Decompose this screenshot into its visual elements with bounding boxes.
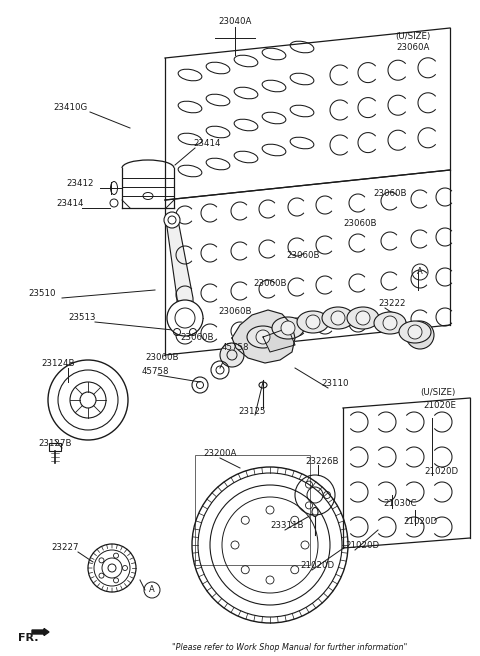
Ellipse shape: [399, 321, 431, 343]
Circle shape: [164, 212, 180, 228]
Text: 45758: 45758: [141, 367, 169, 375]
Text: 23060B: 23060B: [343, 220, 377, 228]
Text: 23060B: 23060B: [286, 251, 320, 260]
Circle shape: [167, 300, 203, 336]
Text: 21020D: 21020D: [403, 516, 437, 525]
Text: (U/SIZE): (U/SIZE): [420, 388, 456, 398]
Circle shape: [356, 311, 370, 325]
Text: FR.: FR.: [18, 633, 38, 643]
Text: 23060B: 23060B: [373, 188, 407, 197]
Text: 21020D: 21020D: [300, 562, 334, 571]
Circle shape: [408, 325, 422, 339]
Text: 23311B: 23311B: [270, 522, 304, 531]
Text: 23412: 23412: [66, 178, 94, 188]
Text: 23060B: 23060B: [253, 279, 287, 289]
Text: 21020E: 21020E: [423, 401, 456, 411]
Text: 23124B: 23124B: [41, 359, 75, 369]
Text: (U/SIZE): (U/SIZE): [396, 31, 431, 41]
FancyArrow shape: [32, 628, 49, 636]
Text: 23226B: 23226B: [305, 457, 339, 466]
Text: 23410G: 23410G: [53, 102, 87, 112]
Circle shape: [256, 330, 270, 344]
Text: 21030C: 21030C: [383, 499, 417, 508]
Text: 23414: 23414: [56, 199, 84, 207]
Text: 23222: 23222: [378, 300, 406, 308]
Circle shape: [383, 316, 397, 330]
Text: 45758: 45758: [221, 344, 249, 352]
Text: 23060B: 23060B: [218, 308, 252, 316]
Bar: [49, 443, 61, 451]
Ellipse shape: [347, 307, 379, 329]
Text: 23127B: 23127B: [38, 438, 72, 447]
Circle shape: [306, 315, 320, 329]
Text: 23510: 23510: [28, 289, 56, 298]
Circle shape: [220, 343, 244, 367]
Ellipse shape: [297, 311, 329, 333]
Text: 21020D: 21020D: [424, 466, 458, 476]
Polygon shape: [166, 220, 193, 318]
Ellipse shape: [247, 326, 279, 348]
Polygon shape: [232, 310, 295, 363]
Circle shape: [281, 321, 295, 335]
Ellipse shape: [406, 321, 434, 349]
Ellipse shape: [322, 307, 354, 329]
Text: "Please refer to Work Shop Manual for further information": "Please refer to Work Shop Manual for fu…: [172, 642, 408, 651]
Text: 23060B: 23060B: [145, 354, 179, 363]
Text: 23414: 23414: [193, 138, 221, 148]
Ellipse shape: [272, 317, 304, 339]
Text: A: A: [149, 586, 155, 594]
Text: 21020D: 21020D: [345, 541, 379, 550]
Text: 23060B: 23060B: [180, 333, 214, 342]
Text: 23040A: 23040A: [218, 18, 252, 26]
Text: 23060A: 23060A: [396, 43, 430, 52]
Text: 23513: 23513: [68, 314, 96, 323]
Polygon shape: [263, 328, 295, 352]
Text: A: A: [417, 268, 423, 276]
Text: 23125: 23125: [238, 407, 266, 415]
Text: 23200A: 23200A: [204, 449, 237, 457]
Text: 23227: 23227: [51, 543, 79, 552]
Circle shape: [331, 311, 345, 325]
Text: 23110: 23110: [321, 379, 349, 388]
Ellipse shape: [374, 312, 406, 334]
Bar: [195, 455, 310, 565]
